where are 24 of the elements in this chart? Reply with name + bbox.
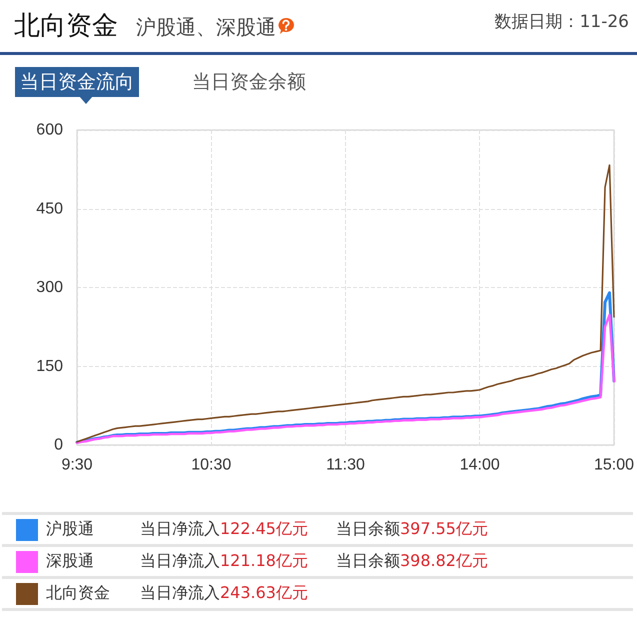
text: 当日净流入121.18亿元 bbox=[140, 551, 308, 570]
x-tick-label: 14:00 bbox=[460, 456, 500, 474]
x-tick-label: 10:30 bbox=[191, 456, 232, 474]
y-tick-label: 600 bbox=[36, 122, 64, 138]
line-series bbox=[76, 164, 615, 443]
chart-subtitle: 沪股通、深股通 bbox=[136, 14, 276, 41]
y-tick-label: 450 bbox=[36, 200, 64, 218]
text: 当日余额398.82亿元 bbox=[336, 551, 488, 570]
x-tick-label: 15:00 bbox=[594, 456, 634, 474]
text: 数据日期：11-26 bbox=[494, 11, 629, 33]
y-tick-label: 0 bbox=[54, 436, 64, 454]
chart-title: 北向资金 bbox=[14, 10, 118, 43]
y-tick-label: 150 bbox=[36, 358, 64, 375]
text: 当日余额397.55亿元 bbox=[336, 519, 488, 538]
y-tick-label: 300 bbox=[36, 279, 64, 296]
text: 当日资金流向 bbox=[15, 67, 139, 97]
x-tick-label: 9:30 bbox=[61, 456, 93, 474]
text: 当日净流入243.63亿元 bbox=[140, 583, 308, 602]
text: 当日净流入122.45亿元 bbox=[140, 519, 308, 538]
legend-label: 深股通 bbox=[46, 546, 140, 578]
legend-label: 北向资金 bbox=[46, 578, 140, 610]
text: 当日资金余额 bbox=[192, 70, 306, 95]
x-tick-label: 11:30 bbox=[326, 456, 366, 474]
legend-label: 沪股通 bbox=[46, 514, 140, 546]
